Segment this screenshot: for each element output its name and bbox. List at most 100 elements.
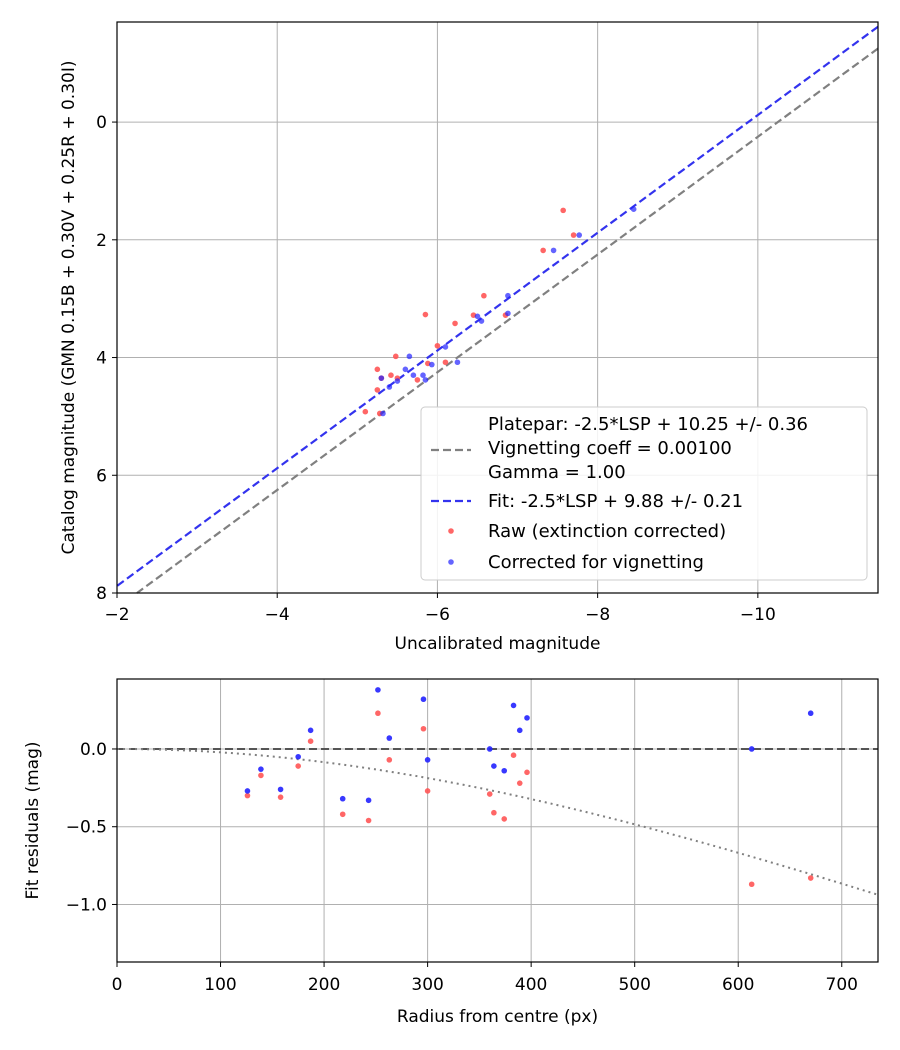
x-tick-label: −6 bbox=[425, 605, 450, 625]
corrected-point bbox=[410, 372, 417, 378]
y-tick-label: 8 bbox=[96, 584, 107, 604]
raw-point bbox=[362, 408, 369, 415]
raw-residual-point bbox=[375, 710, 381, 717]
y-tick-label: −1.0 bbox=[66, 895, 107, 915]
corrected-residual-point bbox=[277, 786, 284, 793]
legend-raw-marker bbox=[448, 528, 454, 534]
raw-residual-point bbox=[510, 752, 517, 758]
corrected-residual-point bbox=[420, 696, 427, 703]
legend-vignetting-label: Vignetting coeff = 0.00100 bbox=[488, 438, 732, 459]
raw-point bbox=[392, 353, 399, 360]
data-points bbox=[244, 687, 814, 888]
x-tick-label: 300 bbox=[411, 975, 443, 995]
raw-point bbox=[560, 207, 566, 214]
raw-point bbox=[388, 372, 394, 378]
x-axis-title: Uncalibrated magnitude bbox=[395, 634, 601, 654]
vignetting-curve bbox=[117, 748, 879, 896]
raw-residual-point bbox=[339, 811, 346, 818]
axis-ticks: −2 −4 −6 −8 −10 0 2 4 6 8 bbox=[96, 113, 776, 625]
corrected-residual-point bbox=[339, 795, 346, 802]
corrected-residual-point bbox=[375, 687, 381, 693]
corrected-residual-point bbox=[510, 702, 517, 709]
x-tick-label: −2 bbox=[104, 605, 129, 625]
y-axis-title: Fit residuals (mag) bbox=[23, 742, 43, 900]
reference-lines bbox=[117, 747, 879, 896]
y-tick-label: 2 bbox=[96, 231, 107, 251]
corrected-point bbox=[402, 366, 409, 373]
corrected-point bbox=[550, 247, 557, 254]
legend-box bbox=[420, 406, 868, 581]
corrected-point bbox=[394, 378, 401, 384]
x-tick-label: −10 bbox=[740, 605, 776, 625]
corrected-point bbox=[380, 410, 386, 417]
corrected-residual-point bbox=[365, 797, 372, 804]
corrected-point bbox=[406, 353, 413, 360]
x-tick-label: 200 bbox=[308, 975, 340, 995]
corrected-point bbox=[576, 232, 583, 238]
raw-residual-point bbox=[386, 757, 393, 763]
raw-point bbox=[570, 232, 577, 238]
corrected-point bbox=[422, 377, 429, 383]
y-tick-label: 6 bbox=[96, 466, 107, 486]
plot-frame bbox=[116, 678, 879, 963]
data-points bbox=[362, 206, 637, 417]
corrected-point bbox=[386, 384, 393, 390]
corrected-point bbox=[630, 206, 637, 212]
legend-platepar-label: Platepar: -2.5*LSP + 10.25 +/- 0.36 bbox=[488, 414, 808, 435]
corrected-point bbox=[420, 372, 426, 378]
raw-residual-point bbox=[365, 817, 372, 824]
axis-ticks: 0 100 200 300 400 500 600 700 0.0 −0.5 −1.0 bbox=[66, 740, 858, 995]
corrected-residual-point bbox=[491, 763, 497, 769]
legend: Platepar: -2.5*LSP + 10.25 +/- 0.36 Vign… bbox=[420, 406, 868, 581]
corrected-residual-point bbox=[307, 727, 314, 734]
x-tick-label: 100 bbox=[204, 975, 236, 995]
corrected-residual-point bbox=[501, 767, 508, 774]
corrected-residual-point bbox=[748, 746, 755, 752]
raw-residual-point bbox=[748, 881, 755, 888]
raw-residual-point bbox=[516, 780, 523, 786]
raw-residual-point bbox=[258, 772, 264, 779]
platepar-line bbox=[136, 47, 879, 594]
corrected-point bbox=[442, 344, 449, 350]
corrected-point bbox=[478, 318, 485, 324]
fit-line bbox=[116, 25, 879, 587]
raw-residual-point bbox=[277, 794, 284, 800]
raw-point bbox=[540, 247, 546, 254]
legend-raw-label: Raw (extinction corrected) bbox=[488, 521, 726, 542]
x-tick-label: 500 bbox=[618, 975, 650, 995]
y-tick-label: 0.0 bbox=[80, 740, 107, 760]
corrected-residual-point bbox=[807, 710, 814, 717]
raw-residual-point bbox=[501, 816, 508, 822]
raw-point bbox=[422, 311, 429, 318]
raw-residual-point bbox=[491, 809, 497, 816]
residuals-plot: 0 100 200 300 400 500 600 700 0.0 −0.5 −1.0 Radius… bbox=[23, 678, 879, 1027]
corrected-residual-point bbox=[424, 757, 431, 763]
corrected-point bbox=[474, 313, 481, 320]
x-tick-label: 600 bbox=[722, 975, 754, 995]
raw-residual-point bbox=[486, 791, 493, 797]
raw-residual-point bbox=[420, 725, 427, 732]
raw-point bbox=[374, 366, 381, 373]
y-tick-label: 0 bbox=[96, 113, 107, 133]
legend-fit-label: Fit: -2.5*LSP + 9.88 +/- 0.21 bbox=[488, 491, 743, 512]
raw-point bbox=[442, 359, 449, 366]
raw-point bbox=[481, 292, 487, 299]
corrected-residual-point bbox=[516, 727, 523, 734]
legend-gamma-label: Gamma = 1.00 bbox=[488, 462, 626, 483]
fit-lines bbox=[116, 25, 879, 594]
corrected-residual-point bbox=[258, 766, 264, 772]
raw-point bbox=[434, 342, 441, 349]
raw-residual-point bbox=[244, 792, 251, 799]
raw-point bbox=[452, 320, 458, 327]
corrected-point bbox=[505, 292, 511, 299]
corrected-residual-point bbox=[295, 753, 301, 760]
raw-point bbox=[374, 387, 381, 393]
x-tick-label: 0 bbox=[112, 975, 123, 995]
x-axis-title: Radius from centre (px) bbox=[397, 1007, 598, 1027]
raw-residual-point bbox=[295, 763, 301, 769]
raw-residual-point bbox=[807, 875, 814, 881]
raw-residual-point bbox=[307, 738, 314, 744]
x-tick-label: −8 bbox=[585, 605, 610, 625]
x-tick-label: −4 bbox=[265, 605, 290, 625]
